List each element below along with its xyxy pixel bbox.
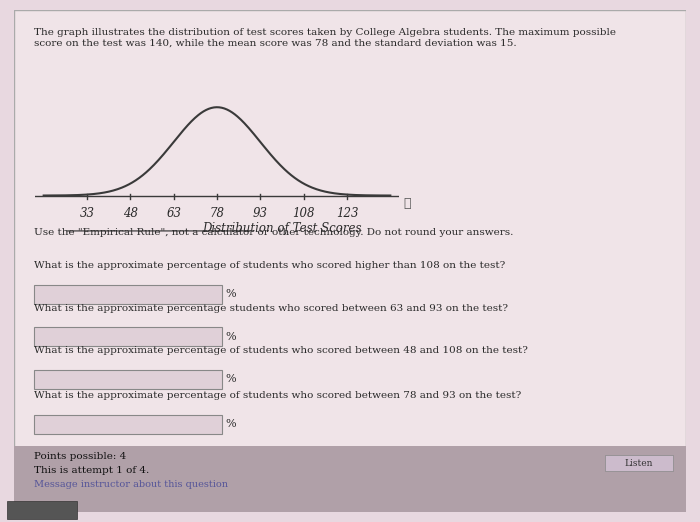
Text: 93: 93 [253,207,268,220]
FancyBboxPatch shape [34,415,223,434]
Text: %: % [225,331,237,342]
Text: Distribution of Test Scores: Distribution of Test Scores [202,222,362,235]
Text: 🔍: 🔍 [404,197,412,210]
FancyBboxPatch shape [34,284,223,304]
FancyBboxPatch shape [14,446,686,512]
Text: %: % [225,374,237,384]
Text: 123: 123 [336,207,358,220]
Text: What is the approximate percentage of students who scored between 78 and 93 on t: What is the approximate percentage of st… [34,392,522,400]
Text: Submit: Submit [23,505,61,515]
FancyBboxPatch shape [606,455,673,471]
FancyBboxPatch shape [34,327,223,346]
Text: 108: 108 [293,207,315,220]
Text: Points possible: 4: Points possible: 4 [34,453,127,461]
Text: %: % [225,419,237,430]
Text: Use the "Empirical Rule", not a calculator or other technology. Do not round you: Use the "Empirical Rule", not a calculat… [34,229,514,238]
Text: 63: 63 [166,207,181,220]
Text: What is the approximate percentage of students who scored higher than 108 on the: What is the approximate percentage of st… [34,261,505,270]
Text: The graph illustrates the distribution of test scores taken by College Algebra s: The graph illustrates the distribution o… [34,28,616,48]
Text: 33: 33 [80,207,94,220]
Text: %: % [225,289,237,299]
Text: 48: 48 [122,207,138,220]
Text: What is the approximate percentage of students who scored between 48 and 108 on : What is the approximate percentage of st… [34,346,528,355]
Text: This is attempt 1 of 4.: This is attempt 1 of 4. [34,467,149,476]
Text: What is the approximate percentage students who scored between 63 and 93 on the : What is the approximate percentage stude… [34,304,508,313]
Text: 78: 78 [209,207,225,220]
Text: Message instructor about this question: Message instructor about this question [34,480,228,490]
Text: Listen: Listen [624,459,653,468]
FancyBboxPatch shape [34,370,223,389]
FancyBboxPatch shape [14,10,686,512]
